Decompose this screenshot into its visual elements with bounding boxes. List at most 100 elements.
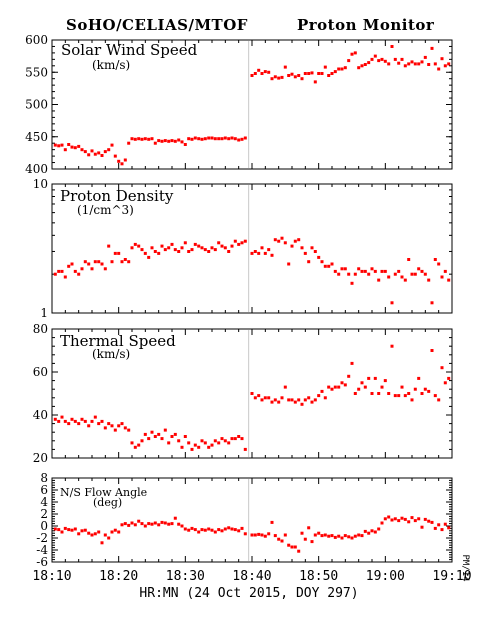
data-point-thermal-speed xyxy=(67,422,71,426)
data-point-proton-density xyxy=(200,246,204,250)
data-point-solar-wind-speed xyxy=(317,72,321,75)
data-point-ns-flow-angle xyxy=(220,529,224,533)
panel-title-solar-wind-speed: Solar Wind Speed xyxy=(61,41,198,59)
data-point-ns-flow-angle xyxy=(360,534,364,538)
data-point-proton-density xyxy=(393,272,397,276)
y-tick-label-proton-density: 10 xyxy=(33,177,48,191)
data-point-ns-flow-angle xyxy=(433,526,437,530)
data-point-ns-flow-angle xyxy=(320,534,324,538)
data-point-ns-flow-angle xyxy=(130,521,134,525)
data-point-thermal-speed xyxy=(93,415,97,419)
data-point-thermal-speed xyxy=(213,439,217,443)
data-point-ns-flow-angle xyxy=(140,522,144,526)
data-point-proton-density xyxy=(390,301,394,305)
data-point-thermal-speed xyxy=(277,400,281,404)
data-point-proton-density xyxy=(150,246,154,250)
data-point-thermal-speed xyxy=(143,432,147,436)
data-point-thermal-speed xyxy=(263,396,267,400)
data-point-thermal-speed xyxy=(227,441,231,445)
data-point-thermal-speed xyxy=(103,426,107,430)
data-point-solar-wind-speed xyxy=(160,139,164,143)
data-point-proton-density xyxy=(337,272,341,276)
data-point-thermal-speed xyxy=(297,398,301,402)
data-point-proton-density xyxy=(213,248,217,252)
data-point-thermal-speed xyxy=(200,439,204,443)
data-point-proton-density xyxy=(110,260,114,264)
data-point-ns-flow-angle xyxy=(180,524,184,528)
data-point-solar-wind-speed xyxy=(83,150,87,154)
data-point-solar-wind-speed xyxy=(330,72,334,75)
data-point-solar-wind-speed xyxy=(117,159,121,163)
y-tick-label-thermal-speed: 40 xyxy=(33,408,48,422)
data-point-proton-density xyxy=(187,250,191,253)
data-point-thermal-speed xyxy=(380,385,384,389)
data-point-proton-density xyxy=(440,275,444,279)
data-point-ns-flow-angle xyxy=(230,527,234,531)
data-point-solar-wind-speed xyxy=(70,145,74,149)
data-point-proton-density xyxy=(290,244,294,248)
data-point-solar-wind-speed xyxy=(357,66,361,70)
data-point-ns-flow-angle xyxy=(300,531,304,535)
data-point-thermal-speed xyxy=(127,428,131,432)
data-point-solar-wind-speed xyxy=(100,154,104,157)
y-tick-label-thermal-speed: 80 xyxy=(33,322,48,336)
data-point-proton-density xyxy=(107,244,111,248)
data-point-ns-flow-angle xyxy=(253,533,257,537)
data-point-thermal-speed xyxy=(393,394,397,398)
y-tick-label-ns-flow-angle: 8 xyxy=(40,471,48,485)
data-point-thermal-speed xyxy=(240,437,244,441)
data-point-solar-wind-speed xyxy=(413,62,417,66)
data-point-proton-density xyxy=(360,269,364,273)
data-point-thermal-speed xyxy=(377,392,381,395)
data-point-ns-flow-angle xyxy=(53,527,57,531)
data-point-proton-density xyxy=(383,269,387,273)
data-point-proton-density xyxy=(410,272,414,276)
data-point-proton-density xyxy=(113,251,117,255)
data-point-solar-wind-speed xyxy=(347,59,351,63)
data-point-thermal-speed xyxy=(177,439,181,443)
data-point-proton-density xyxy=(147,255,151,259)
data-point-proton-density xyxy=(153,250,157,253)
data-point-proton-density xyxy=(420,269,424,273)
data-point-proton-density xyxy=(77,272,81,276)
data-point-proton-density xyxy=(243,239,247,243)
data-point-thermal-speed xyxy=(423,387,427,391)
data-point-proton-density xyxy=(60,269,64,273)
data-point-solar-wind-speed xyxy=(80,148,84,152)
data-point-ns-flow-angle xyxy=(157,523,161,527)
data-point-thermal-speed xyxy=(290,398,294,402)
data-point-ns-flow-angle xyxy=(60,530,64,534)
data-point-ns-flow-angle xyxy=(443,522,447,526)
data-point-thermal-speed xyxy=(437,398,441,402)
data-point-thermal-speed xyxy=(230,437,234,441)
instrument-title: SoHO/CELIAS/MTOF xyxy=(66,16,248,34)
data-point-ns-flow-angle xyxy=(350,536,354,540)
data-point-ns-flow-angle xyxy=(313,533,317,537)
data-point-proton-density xyxy=(317,255,321,259)
data-point-thermal-speed xyxy=(120,422,124,426)
data-point-proton-density xyxy=(293,239,297,243)
data-point-solar-wind-speed xyxy=(333,70,337,74)
data-point-thermal-speed xyxy=(87,424,91,428)
data-point-thermal-speed xyxy=(243,447,247,451)
data-point-proton-density xyxy=(93,260,97,264)
data-point-proton-density xyxy=(167,246,171,250)
data-point-solar-wind-speed xyxy=(73,146,77,150)
data-point-thermal-speed xyxy=(370,392,374,395)
data-point-proton-density xyxy=(103,267,107,271)
data-point-proton-density xyxy=(373,269,377,273)
data-point-thermal-speed xyxy=(137,443,141,447)
data-point-solar-wind-speed xyxy=(377,59,381,63)
data-point-proton-density xyxy=(347,272,351,276)
data-point-thermal-speed xyxy=(320,389,324,393)
data-point-thermal-speed xyxy=(347,374,351,378)
data-point-solar-wind-speed xyxy=(350,52,354,56)
data-point-solar-wind-speed xyxy=(393,57,397,61)
data-point-thermal-speed xyxy=(260,398,264,402)
data-point-proton-density xyxy=(217,241,221,245)
data-point-solar-wind-speed xyxy=(120,162,124,166)
data-point-proton-density xyxy=(160,244,164,248)
data-point-thermal-speed xyxy=(100,419,104,423)
data-point-proton-density xyxy=(57,269,61,273)
data-point-thermal-speed xyxy=(283,385,287,389)
